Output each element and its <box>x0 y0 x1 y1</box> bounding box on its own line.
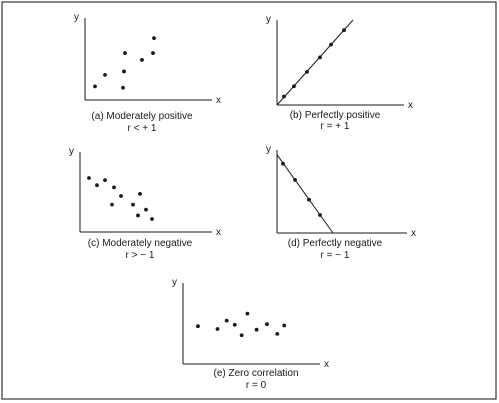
regression-line <box>276 154 334 234</box>
scatter-point <box>305 69 309 74</box>
scatter-point <box>215 327 220 331</box>
x-axis-label: x <box>324 359 329 370</box>
scatter-point <box>307 197 311 202</box>
scatter-point <box>140 57 144 62</box>
scatter-point <box>112 185 116 190</box>
scatter-point <box>121 85 125 90</box>
scatter-point <box>110 202 114 207</box>
scatter-point <box>245 311 250 316</box>
scatter-point <box>293 178 297 182</box>
scatter-point <box>254 327 259 332</box>
chart-subtitle: r = + 1 <box>321 121 350 132</box>
chart-title: (e) Zero correlation <box>213 368 298 379</box>
x-axis-label: x <box>216 227 221 238</box>
scatter-point <box>196 324 200 329</box>
scatter-point <box>87 176 91 180</box>
y-axis-label: y <box>69 146 74 157</box>
scatter-point <box>265 322 269 326</box>
chart-subtitle: r < + 1 <box>128 123 157 134</box>
chart-title: (d) Perfectly negative <box>288 238 383 249</box>
scatter-point <box>282 323 287 328</box>
scatter-point <box>119 194 123 198</box>
y-axis-label: y <box>74 12 79 23</box>
scatter-point <box>136 213 140 218</box>
scatter-point <box>318 213 322 217</box>
scatter-point <box>224 318 229 323</box>
scatter-point <box>103 72 107 77</box>
y-axis-label: y <box>266 14 271 25</box>
scatter-point <box>151 51 155 55</box>
scatter-point <box>150 217 154 221</box>
scatter-point <box>144 207 148 212</box>
chart-title: (b) Perfectly positive <box>290 110 381 121</box>
scatter-point <box>103 178 107 183</box>
scatter-point <box>122 69 126 74</box>
scatter-point <box>152 36 156 41</box>
scatter-point <box>292 84 296 89</box>
scatter-point <box>282 94 286 99</box>
y-axis-label: y <box>266 144 271 155</box>
x-axis-label: x <box>411 228 416 239</box>
chart-title: (a) Moderately positive <box>91 111 193 122</box>
scatter-point <box>131 202 135 207</box>
regression-line <box>276 19 354 106</box>
scatter-point <box>239 333 244 338</box>
y-axis-label: y <box>172 277 177 288</box>
scatter-point <box>123 51 127 55</box>
scatter-point <box>95 183 99 188</box>
scatter-point <box>318 55 322 60</box>
chart-subtitle: r = − 1 <box>321 250 350 261</box>
x-axis-label: x <box>408 100 413 111</box>
chart-subtitle: r > − 1 <box>126 250 155 261</box>
x-axis-label: x <box>216 95 221 106</box>
scatter-point <box>93 84 97 89</box>
scatter-point <box>138 191 142 196</box>
scatter-point <box>281 161 285 166</box>
chart-subtitle: r = 0 <box>246 380 267 391</box>
scatter-point <box>342 28 346 33</box>
scatter-point <box>275 332 280 336</box>
chart-title: (c) Moderately negative <box>88 238 193 249</box>
scatter-point <box>329 42 333 47</box>
scatter-point <box>232 322 237 327</box>
